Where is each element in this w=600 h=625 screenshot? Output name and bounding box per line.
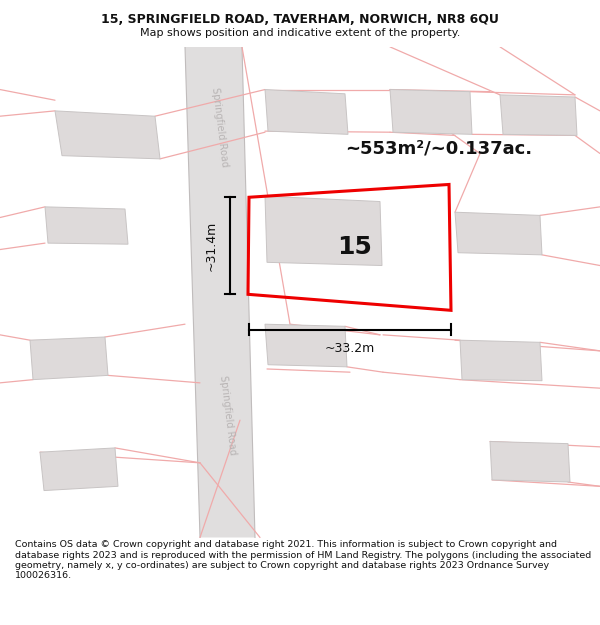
Polygon shape: [40, 448, 118, 491]
Polygon shape: [490, 441, 570, 482]
Text: Map shows position and indicative extent of the property.: Map shows position and indicative extent…: [140, 28, 460, 38]
Polygon shape: [500, 95, 577, 136]
Polygon shape: [265, 196, 382, 266]
Text: 15: 15: [338, 236, 373, 259]
Polygon shape: [460, 340, 542, 381]
Polygon shape: [45, 207, 128, 244]
Text: ~33.2m: ~33.2m: [325, 342, 375, 356]
Text: ~553m²/~0.137ac.: ~553m²/~0.137ac.: [345, 139, 532, 158]
Polygon shape: [265, 324, 347, 367]
Polygon shape: [455, 213, 542, 255]
Polygon shape: [265, 89, 348, 134]
Polygon shape: [185, 47, 255, 538]
Polygon shape: [55, 111, 160, 159]
Text: Contains OS data © Crown copyright and database right 2021. This information is : Contains OS data © Crown copyright and d…: [15, 540, 591, 581]
Text: ~31.4m: ~31.4m: [205, 221, 218, 271]
Polygon shape: [30, 337, 108, 379]
Text: Springfield Road: Springfield Road: [210, 86, 230, 168]
Polygon shape: [390, 89, 472, 134]
Text: 15, SPRINGFIELD ROAD, TAVERHAM, NORWICH, NR8 6QU: 15, SPRINGFIELD ROAD, TAVERHAM, NORWICH,…: [101, 13, 499, 26]
Text: Springfield Road: Springfield Road: [218, 374, 238, 455]
